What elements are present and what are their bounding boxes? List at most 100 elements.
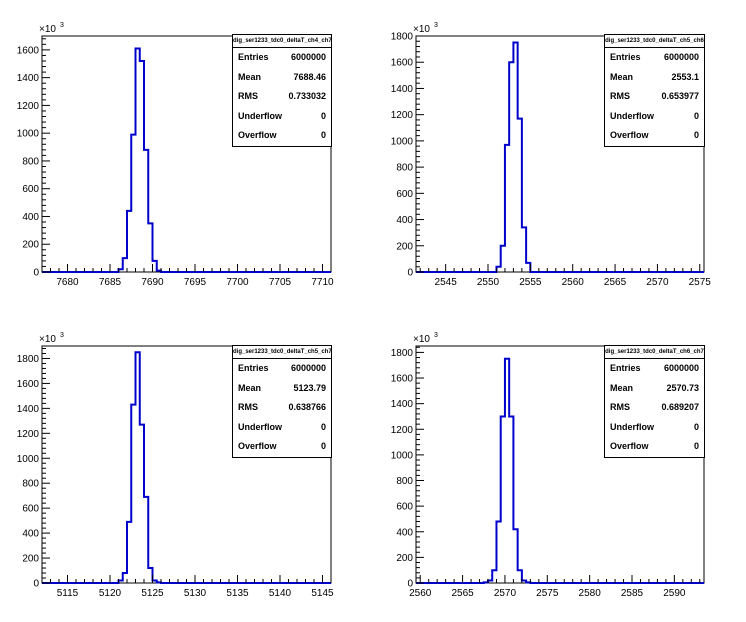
y-tick-label: 1200 (17, 101, 40, 112)
histogram-panel-2: 2545 2550 2555 2560 2565 2570 2575 0 200 400 600 80… (391, 22, 712, 288)
stats-label: RMS (610, 91, 630, 101)
y-tick-label: 0 (407, 268, 413, 279)
stats-box: dig_ser1233_tdc0_deltaT_ch6_ch7 Entries 60… (604, 345, 705, 458)
stats-value: 0 (320, 441, 326, 451)
y-tick-label: 200 (22, 554, 39, 565)
x-tick-label: 5115 (57, 588, 79, 599)
y-tick-label: 400 (396, 527, 413, 538)
histogram-line (416, 357, 704, 584)
x-tick-label: 7680 (56, 277, 79, 288)
y-tick-label: 1000 (391, 450, 414, 461)
y-tick-label: 400 (396, 215, 413, 226)
y-tick-label: 1600 (391, 374, 414, 385)
x-tick-label: 2560 (562, 277, 585, 288)
stats-label: RMS (610, 402, 630, 412)
y-tick-label: 800 (396, 476, 413, 487)
stats-row: Entries 6000000 (605, 48, 704, 68)
y-tick-label: 0 (33, 579, 39, 590)
stats-box: dig_ser1233_tdc0_deltaT_ch5_ch6 Entries 60… (604, 34, 705, 147)
y-tick-label: 0 (407, 579, 413, 590)
x-tick-label: 2570 (646, 277, 669, 288)
histogram-line (42, 47, 331, 273)
stats-row: Mean 7688.46 (233, 68, 331, 88)
x-tick-label: 7700 (226, 277, 249, 288)
histogram-panel-3: 5115 5120 5125 5130 5135 5140 5145 0 200 400 600 80… (17, 332, 334, 599)
histogram-line (416, 41, 704, 273)
stats-value: 0 (693, 110, 699, 121)
stats-label: Underflow (610, 110, 654, 121)
stats-row: Entries 6000000 (233, 48, 331, 68)
stats-value: 5123.79 (293, 382, 326, 393)
stats-value: 0 (693, 421, 699, 432)
stats-value: 2553.1 (671, 71, 699, 82)
y-tick-label: 1600 (17, 45, 40, 56)
stats-value: 0 (320, 130, 326, 140)
y-tick-label: 600 (396, 189, 413, 200)
stats-label: Entries (610, 363, 641, 373)
y-tick-label: 1800 (391, 32, 414, 43)
stats-row: Underflow 0 (233, 418, 331, 438)
stats-row: Entries 6000000 (233, 359, 331, 379)
y-tick-label: 200 (22, 240, 39, 251)
y-axis-multiplier: ×10 (39, 334, 56, 345)
y-axis-multiplier-exponent: 3 (60, 22, 64, 29)
stats-value: 0 (693, 441, 699, 451)
stats-row: Mean 2570.73 (605, 379, 704, 399)
y-tick-label: 800 (22, 479, 39, 490)
stats-value: 0.733032 (288, 91, 326, 101)
y-tick-label: 1600 (391, 58, 414, 69)
stats-value: 0.638766 (288, 402, 326, 412)
stats-row: Overflow 0 (233, 126, 331, 146)
x-tick-label: 7710 (311, 277, 334, 288)
histogram-title: dig_ser1233_tdc0_deltaT_ch6_ch7 (605, 346, 704, 359)
stats-value: 7688.46 (293, 71, 326, 82)
stats-label: Underflow (610, 421, 654, 432)
stats-value: 0 (693, 130, 699, 140)
y-tick-label: 1400 (17, 73, 40, 84)
histogram-title: dig_ser1233_tdc0_deltaT_ch5_ch7 (233, 346, 331, 359)
y-tick-label: 600 (396, 502, 413, 513)
stats-value: 6000000 (290, 52, 326, 62)
y-tick-label: 1200 (391, 425, 414, 436)
y-tick-label: 600 (22, 184, 39, 195)
stats-row: RMS 0.733032 (233, 87, 331, 107)
x-tick-label: 5125 (141, 588, 164, 599)
y-axis-multiplier: ×10 (413, 24, 430, 35)
y-tick-label: 200 (396, 553, 413, 564)
stats-row: Overflow 0 (605, 437, 704, 457)
stats-label: Overflow (238, 441, 277, 451)
y-tick-label: 1000 (17, 129, 40, 140)
stats-label: RMS (238, 91, 258, 101)
x-tick-label: 2585 (621, 588, 644, 599)
histogram-title: dig_ser1233_tdc0_deltaT_ch4_ch7 (233, 35, 331, 48)
x-tick-label: 2545 (435, 277, 458, 288)
stats-label: Entries (238, 52, 269, 62)
y-tick-label: 1400 (391, 399, 414, 410)
y-tick-label: 0 (33, 268, 39, 279)
y-tick-label: 800 (396, 163, 413, 174)
x-tick-label: 2550 (477, 277, 500, 288)
histogram-panel-4: 2560 2565 2570 2575 2580 2585 2590 0 200 400 600 80… (391, 332, 705, 599)
x-tick-label: 2565 (451, 588, 474, 599)
stats-label: Mean (610, 382, 634, 393)
y-tick-label: 400 (22, 529, 39, 540)
y-tick-label: 200 (396, 241, 413, 252)
y-axis-multiplier-exponent: 3 (60, 332, 64, 339)
x-tick-label: 7685 (99, 277, 122, 288)
stats-row: Underflow 0 (605, 418, 704, 438)
stats-label: Entries (238, 363, 269, 373)
y-tick-label: 400 (22, 212, 39, 223)
x-tick-label: 5120 (99, 588, 122, 599)
stats-row: Overflow 0 (233, 437, 331, 457)
x-tick-label: 5130 (184, 588, 207, 599)
stats-row: Entries 6000000 (605, 359, 704, 379)
x-tick-label: 2555 (519, 277, 542, 288)
stats-label: Mean (610, 71, 634, 82)
stats-row: RMS 0.689207 (605, 398, 704, 418)
stats-value: 0 (320, 421, 326, 432)
stats-row: RMS 0.638766 (233, 398, 331, 418)
y-axis-multiplier-exponent: 3 (434, 22, 438, 29)
x-tick-label: 2565 (604, 277, 627, 288)
stats-value: 0.689207 (661, 402, 699, 412)
